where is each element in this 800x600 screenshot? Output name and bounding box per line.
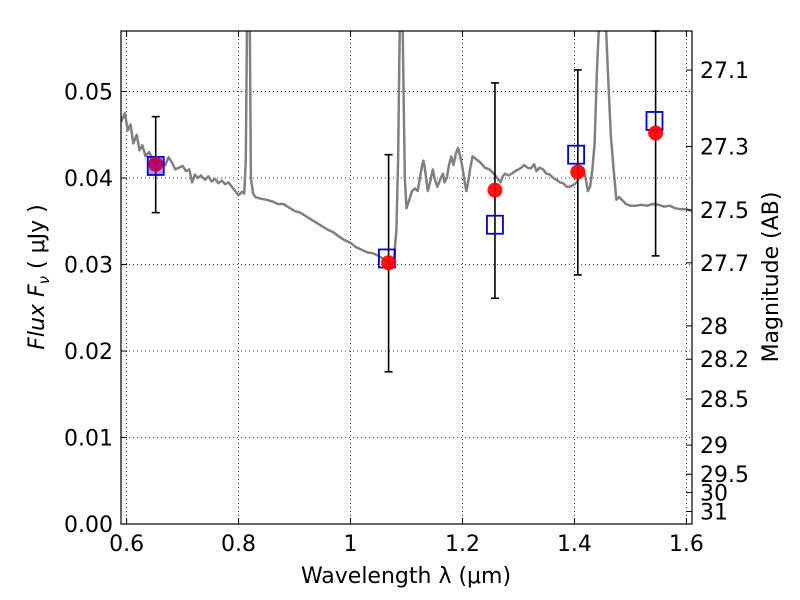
model-band-square xyxy=(486,214,504,235)
plot-frame xyxy=(120,30,693,525)
mag-tick-label: 27.1 xyxy=(700,59,749,84)
observed-flux-point xyxy=(487,182,503,198)
y-tick-label: 0.04 xyxy=(64,167,113,192)
x-tick-label: 0.6 xyxy=(109,532,144,557)
observed-flux-point xyxy=(648,125,664,141)
grid-lines xyxy=(121,31,692,525)
mag-tick-label: 28 xyxy=(700,315,728,340)
y-tick-label: 0.05 xyxy=(64,81,113,106)
mag-tick-label: 29 xyxy=(700,434,728,459)
x-tick-label: 0.8 xyxy=(221,532,256,557)
mag-tick-label: 28.2 xyxy=(700,348,749,373)
observed-flux-point xyxy=(381,255,397,271)
model-spectrum-line xyxy=(121,31,692,268)
axes-frame xyxy=(120,30,693,525)
y-tick-label: 0.00 xyxy=(64,513,113,538)
mag-tick-label: 30 xyxy=(700,482,728,507)
errorbar xyxy=(651,30,660,257)
y-axis-label-left-main: Flux F xyxy=(25,284,50,350)
x-tick-label: 1.4 xyxy=(557,532,592,557)
y-tick-label: 0.03 xyxy=(64,254,113,279)
observed-flux-point xyxy=(570,164,586,180)
x-tick-label: 1 xyxy=(344,532,358,557)
y-axis-label-left-unit: ( μJy ) xyxy=(25,204,50,276)
mag-tick-label: 27.7 xyxy=(700,252,749,277)
x-axis-label: Wavelength λ (μm) xyxy=(301,564,511,589)
x-tick-label: 1.2 xyxy=(445,532,480,557)
y-axis-label-right: Magnitude (AB) xyxy=(759,192,784,363)
observed-flux-layer xyxy=(148,125,664,271)
mag-tick-label: 29.5 xyxy=(700,463,749,488)
model-band-square xyxy=(567,144,586,165)
y-tick-label: 0.01 xyxy=(64,427,113,452)
overlap-tint xyxy=(148,157,163,174)
mag-tick-label: 27.5 xyxy=(700,199,749,224)
mag-tick-label: 31 xyxy=(700,500,728,525)
tick-layer: 0.6 0.8 1 1.2 1.4 1.6 0.00 0.01 0.02 0.03 0.04 0.05… xyxy=(64,31,749,557)
model-spectrum-layer xyxy=(121,31,692,268)
mag-tick-label: 27.3 xyxy=(700,135,749,160)
y-tick-label: 0.02 xyxy=(64,340,113,365)
mag-tick-label: 28.5 xyxy=(700,388,749,413)
x-tick-label: 1.6 xyxy=(669,532,704,557)
y-axis-label-left-sub: ν xyxy=(35,276,53,284)
y-axis-label-left: Flux Fν ( μJy ) xyxy=(25,204,53,349)
observed-flux-point xyxy=(148,156,164,172)
